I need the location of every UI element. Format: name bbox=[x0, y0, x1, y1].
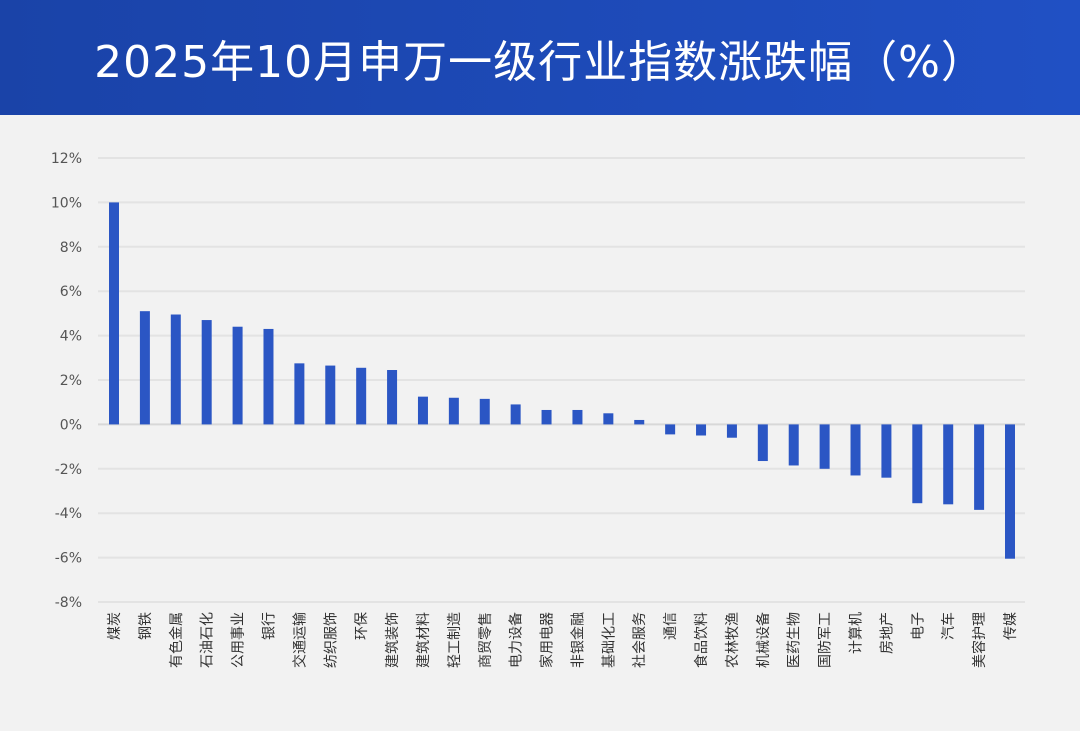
category-label: 煤炭 bbox=[107, 612, 123, 640]
bar-11 bbox=[448, 397, 459, 425]
category-label: 钢铁 bbox=[138, 612, 154, 640]
category-label: 电力设备 bbox=[508, 612, 525, 668]
bar-5 bbox=[263, 328, 274, 425]
bar-12 bbox=[479, 398, 490, 425]
category-label: 建筑材料 bbox=[416, 612, 432, 668]
bar-21 bbox=[757, 424, 768, 462]
category-label: 商贸零售 bbox=[478, 612, 494, 668]
bar-6 bbox=[294, 363, 305, 425]
category-label: 医药生物 bbox=[787, 612, 803, 668]
category-label: 汽车 bbox=[940, 612, 957, 640]
y-tick-label: -2% bbox=[55, 462, 82, 478]
bar-18 bbox=[665, 424, 676, 435]
bar-10 bbox=[417, 396, 428, 425]
bar-22 bbox=[788, 424, 799, 466]
bar-15 bbox=[572, 409, 583, 425]
bar-26 bbox=[912, 424, 923, 504]
bar-chart: -8% -6% -4% -2% 0% 2% 4% 6% 8% 10% 12% 煤炭 钢铁 有色金属 石油石化… bbox=[51, 151, 1025, 668]
category-label: 房地产 bbox=[879, 612, 895, 654]
bar-24 bbox=[850, 424, 861, 476]
y-tick-label: 4% bbox=[60, 329, 82, 345]
category-label: 计算机 bbox=[849, 612, 865, 654]
category-label: 银行 bbox=[261, 612, 277, 640]
category-label: 环保 bbox=[354, 612, 370, 640]
category-label: 建筑装饰 bbox=[385, 612, 401, 668]
y-tick-label: 6% bbox=[60, 284, 82, 300]
bar-4 bbox=[232, 326, 243, 425]
category-label: 社会服务 bbox=[632, 612, 648, 668]
category-label: 纺织服饰 bbox=[323, 612, 339, 668]
bar-20 bbox=[726, 424, 737, 438]
y-tick-label: 2% bbox=[60, 373, 82, 389]
bar-1 bbox=[139, 311, 150, 425]
category-label: 国防军工 bbox=[818, 612, 834, 668]
category-label: 传媒 bbox=[1003, 612, 1019, 640]
category-label: 美容护理 bbox=[971, 612, 988, 668]
y-tick-label: 10% bbox=[51, 195, 82, 211]
category-label: 石油石化 bbox=[200, 612, 216, 668]
bar-8 bbox=[356, 367, 367, 425]
chart-title: 2025年10月申万一级行业指数涨跌幅（%） bbox=[94, 36, 986, 88]
y-tick-label: 12% bbox=[51, 151, 82, 167]
bar-14 bbox=[541, 409, 552, 425]
bar-17 bbox=[634, 419, 645, 425]
bar-2 bbox=[170, 314, 181, 425]
bar-9 bbox=[387, 370, 398, 425]
bar-19 bbox=[696, 424, 707, 436]
chart-area: -8% -6% -4% -2% 0% 2% 4% 6% 8% 10% 12% 煤炭 钢铁 有色金属 石油石化… bbox=[0, 115, 1080, 731]
category-label: 农林牧渔 bbox=[725, 612, 741, 668]
category-label: 电子 bbox=[910, 612, 926, 640]
y-tick-label: 8% bbox=[60, 240, 82, 256]
y-tick-label: -6% bbox=[55, 551, 82, 567]
category-label: 公用事业 bbox=[231, 612, 247, 668]
category-label: 有色金属 bbox=[168, 612, 185, 668]
category-label: 食品饮料 bbox=[693, 612, 710, 668]
bar-23 bbox=[819, 424, 830, 469]
category-label: 轻工制造 bbox=[447, 612, 463, 668]
category-label: 通信 bbox=[663, 612, 679, 640]
bar-3 bbox=[201, 320, 212, 425]
bar-29 bbox=[1005, 424, 1015, 559]
category-label: 非银金融 bbox=[570, 612, 586, 668]
header-banner: 2025年10月申万一级行业指数涨跌幅（%） bbox=[0, 0, 1080, 115]
category-label: 基础化工 bbox=[600, 612, 617, 668]
bar-7 bbox=[325, 365, 336, 425]
y-tick-label: -8% bbox=[55, 595, 82, 611]
y-tick-label: 0% bbox=[60, 417, 82, 433]
bar-25 bbox=[881, 424, 892, 478]
bar-28 bbox=[974, 424, 985, 510]
category-label: 家用电器 bbox=[539, 612, 556, 668]
bar-13 bbox=[510, 404, 521, 425]
bar-0 bbox=[109, 202, 119, 425]
bar-27 bbox=[943, 424, 954, 505]
category-label: 机械设备 bbox=[755, 612, 772, 668]
category-label: 交通运输 bbox=[291, 612, 308, 668]
bar-16 bbox=[603, 413, 614, 425]
y-tick-label: -4% bbox=[55, 506, 82, 522]
